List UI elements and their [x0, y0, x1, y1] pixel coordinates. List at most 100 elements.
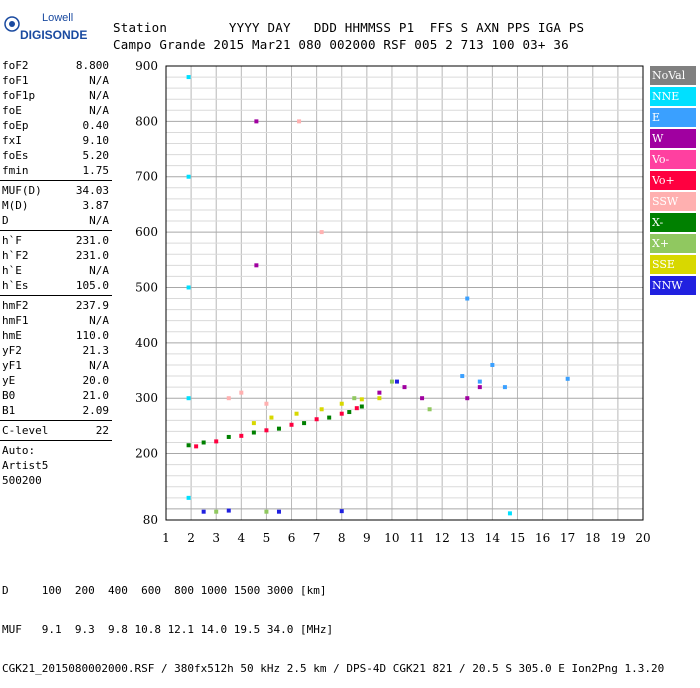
param-name: B0 [2, 389, 16, 402]
data-point [214, 509, 219, 514]
data-point [352, 396, 357, 401]
y-tick-label: 500 [135, 280, 158, 294]
data-point [186, 174, 191, 179]
logo-circle-icon [4, 16, 20, 32]
data-point [186, 495, 191, 500]
data-point [226, 396, 231, 401]
data-point [420, 396, 425, 401]
param-value: 1.75 [82, 164, 110, 177]
x-tick-label: 16 [535, 531, 550, 545]
data-point [276, 509, 281, 514]
data-point [314, 417, 319, 422]
legend-item: Vo- [650, 150, 696, 169]
data-point [402, 385, 407, 390]
footer-d-line: D 100 200 400 600 800 1000 1500 3000 [km… [2, 584, 327, 597]
param-name: D [2, 214, 9, 227]
legend-item: Vo+ [650, 171, 696, 190]
header-labels: Station YYYY DAY DDD HHMMSS P1 FFS S AXN… [113, 20, 585, 35]
x-tick-label: 6 [288, 531, 296, 545]
y-tick-label: 900 [135, 59, 158, 73]
legend-item: W [650, 129, 696, 148]
legend-item: X- [650, 213, 696, 232]
legend-item: SSW [650, 192, 696, 211]
param-value: N/A [89, 359, 109, 372]
param-value: N/A [89, 264, 109, 277]
param-row: foEp 0.40 [0, 118, 112, 133]
param-value: 231.0 [75, 234, 109, 247]
data-point [327, 415, 332, 420]
data-point [254, 263, 259, 268]
param-row: M(D) 3.87 [0, 198, 112, 213]
param-row: yF2 21.3 [0, 343, 112, 358]
x-tick-label: 4 [237, 531, 245, 545]
data-point [214, 439, 219, 444]
param-name: h`F [2, 234, 22, 247]
param-value: 237.9 [75, 299, 109, 312]
logo-line1: Lowell [42, 12, 73, 24]
data-point [302, 421, 307, 426]
param-row: C-level 22 [0, 423, 112, 438]
footer: D 100 200 400 600 800 1000 1500 3000 [km… [2, 558, 664, 688]
param-value: 105.0 [75, 279, 109, 292]
param-row: foEs 5.20 [0, 148, 112, 163]
data-point [186, 285, 191, 290]
panel-separator [0, 420, 112, 421]
param-name: hmE [2, 329, 22, 342]
data-point [201, 509, 206, 514]
param-name: hmF2 [2, 299, 29, 312]
x-tick-label: 15 [510, 531, 525, 545]
footer-file-line: CGK21_2015080002000.RSF / 380fx512h 50 k… [2, 662, 665, 675]
data-point [264, 401, 269, 406]
y-tick-label: 600 [135, 225, 158, 239]
data-point [297, 119, 302, 124]
param-row: D N/A [0, 213, 112, 228]
param-row: foF1 N/A [0, 73, 112, 88]
param-name: fxI [2, 134, 22, 147]
data-point [239, 390, 244, 395]
data-point [427, 407, 432, 412]
param-row: Artist5 [0, 458, 112, 473]
data-point [186, 443, 191, 448]
data-point [226, 508, 231, 513]
param-name: yE [2, 374, 16, 387]
param-row: MUF(D) 34.03 [0, 183, 112, 198]
param-value: 22 [95, 424, 109, 437]
panel-separator [0, 440, 112, 441]
y-tick-label: 200 [135, 447, 158, 461]
param-name: h`Es [2, 279, 29, 292]
y-tick-label: 700 [135, 170, 158, 184]
data-point [354, 406, 359, 411]
x-tick-label: 2 [187, 531, 195, 545]
ionogram-chart: 1 2 3 4 5 6 7 8 9 10 11 12 13 14 15 16 17 18 19 20802003004… [135, 59, 651, 545]
param-value: 3.87 [82, 199, 110, 212]
x-tick-label: 20 [635, 531, 650, 545]
data-point [194, 444, 199, 449]
param-row: fmin 1.75 [0, 163, 112, 178]
panel-separator [0, 295, 112, 296]
param-name: B1 [2, 404, 16, 417]
x-tick-label: 11 [409, 531, 424, 545]
digisonde-logo: Lowell DIGISONDE [4, 6, 104, 46]
param-row: h`F2 231.0 [0, 248, 112, 263]
legend-item: E [650, 108, 696, 127]
x-tick-label: 1 [162, 531, 170, 545]
data-point [359, 397, 364, 402]
param-name: yF1 [2, 359, 22, 372]
data-point [490, 362, 495, 367]
data-point [264, 428, 269, 433]
logo-dot-icon [9, 21, 15, 27]
param-row: hmE 110.0 [0, 328, 112, 343]
data-point [502, 385, 507, 390]
param-value: 231.0 [75, 249, 109, 262]
param-name: h`E [2, 264, 22, 277]
x-tick-label: 5 [263, 531, 271, 545]
param-name: foEs [2, 149, 29, 162]
param-value: N/A [89, 89, 109, 102]
data-point [319, 230, 324, 235]
param-value: 0.40 [82, 119, 110, 132]
legend-item: X+ [650, 234, 696, 253]
data-point [254, 119, 259, 124]
data-point [477, 385, 482, 390]
data-point [339, 509, 344, 514]
data-point [269, 415, 274, 420]
